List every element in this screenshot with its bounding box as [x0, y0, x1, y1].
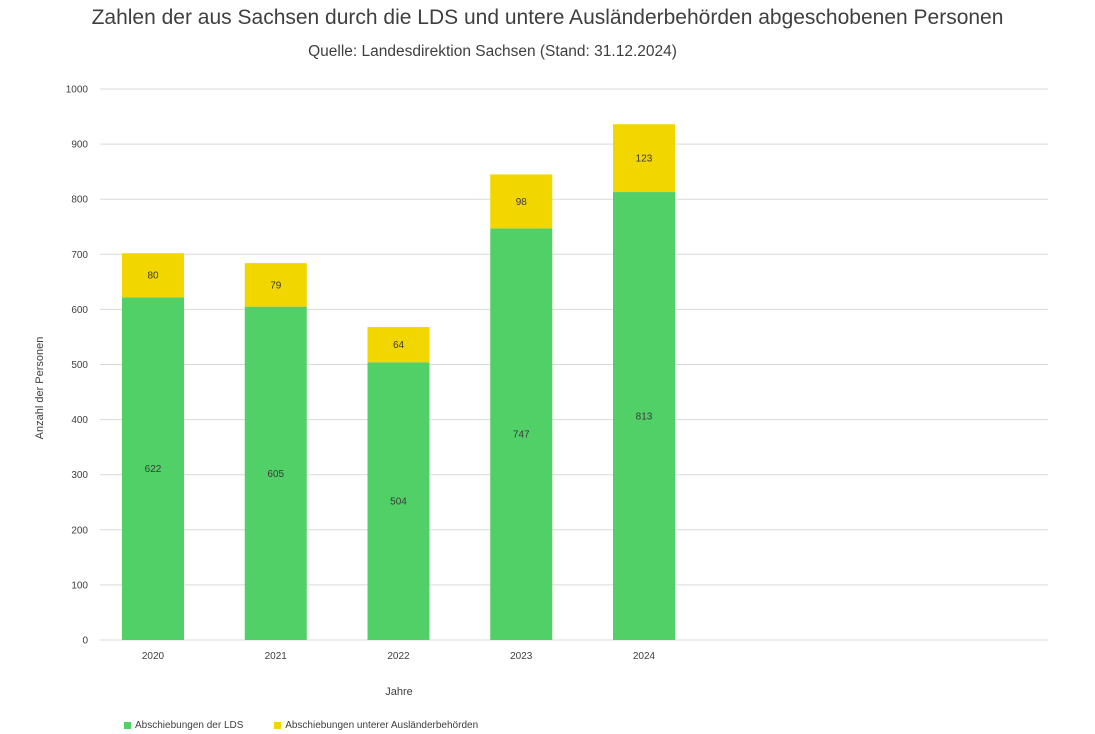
- y-tick-label-500: 500: [71, 360, 88, 371]
- bar-label-2021-series-0: 605: [267, 469, 284, 480]
- bar-2022-series-0: [367, 362, 430, 640]
- bar-2023-series-0: [490, 228, 553, 640]
- x-tick-label-2021: 2021: [265, 651, 288, 662]
- x-tick-label-2024: 2024: [633, 651, 656, 662]
- bar-label-2024-series-1: 123: [636, 154, 653, 165]
- bar-2021-series-0: [244, 306, 307, 640]
- bar-label-2020-series-0: 622: [145, 464, 162, 475]
- bar-2024-series-1: [613, 124, 675, 193]
- legend-swatch-uab: [274, 721, 282, 729]
- y-tick-label-900: 900: [71, 140, 88, 151]
- bar-label-2021-series-1: 79: [270, 280, 282, 291]
- x-axis-ticks: 2020 2021 2022 2023 2024: [142, 651, 656, 662]
- x-tick-label-2022: 2022: [387, 651, 410, 662]
- y-tick-label-1000: 1000: [66, 85, 89, 96]
- gridlines: [100, 88, 1048, 641]
- y-axis-ticks: 0 100 200 300 400 500 600 700 800 900 1000: [66, 85, 89, 647]
- y-tick-label-600: 600: [71, 305, 88, 316]
- legend-item-lds: Abschiebungen der LDS: [124, 720, 243, 731]
- bar-label-2023-series-1: 98: [516, 197, 528, 208]
- y-tick-label-300: 300: [71, 470, 88, 481]
- y-tick-label-200: 200: [71, 525, 88, 536]
- bar-2020-series-0: [122, 297, 184, 640]
- bar-2022-series-1: [367, 327, 430, 363]
- bar-2021-series-1: [244, 263, 307, 307]
- legend-label-lds: Abschiebungen der LDS: [135, 720, 244, 731]
- bar-2023-series-1: [490, 174, 553, 229]
- y-tick-label-0: 0: [82, 636, 88, 647]
- bar-label-2022-series-0: 504: [390, 497, 407, 508]
- legend-label-uab: Abschiebungen unterer Ausländerbehörden: [285, 720, 479, 731]
- chart-title: Zahlen der aus Sachsen durch die LDS und…: [91, 6, 1004, 29]
- x-tick-label-2023: 2023: [510, 651, 533, 662]
- y-tick-label-100: 100: [71, 580, 88, 591]
- chart-subtitle: Quelle: Landesdirektion Sachsen (Stand: …: [308, 43, 677, 60]
- y-tick-label-400: 400: [71, 415, 88, 426]
- y-tick-label-700: 700: [71, 250, 88, 261]
- legend-item-uab: Abschiebungen unterer Ausländerbehörden: [274, 720, 478, 731]
- bar-2020-series-1: [122, 253, 184, 298]
- bar-2024-series-0: [613, 192, 675, 641]
- x-tick-label-2020: 2020: [142, 651, 165, 662]
- bar-label-2022-series-1: 64: [393, 340, 405, 351]
- y-axis-title: Anzahl der Personen: [34, 337, 46, 440]
- legend: Abschiebungen der LDS Abschiebungen unte…: [124, 720, 506, 734]
- bars: 622 80 605 79 504 64 747 98 813 123: [122, 124, 675, 641]
- bar-label-2020-series-1: 80: [147, 271, 159, 282]
- bar-label-2023-series-0: 747: [513, 430, 530, 441]
- legend-swatch-lds: [124, 721, 131, 729]
- bar-label-2024-series-0: 813: [636, 412, 653, 423]
- x-axis-title: Jahre: [385, 686, 413, 698]
- y-tick-label-800: 800: [71, 195, 88, 206]
